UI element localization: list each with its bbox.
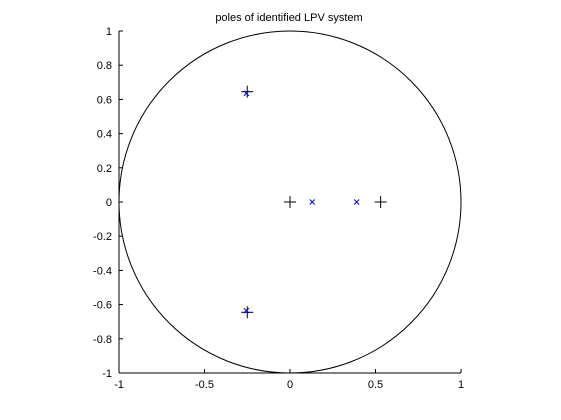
chart-title: poles of identified LPV system (215, 12, 362, 24)
y-tick-label: 0 (106, 197, 112, 209)
plus-marker (241, 85, 254, 98)
y-tick-label: 0.8 (97, 60, 112, 72)
y-tick-label: 0.6 (97, 94, 112, 106)
plus-marker (241, 306, 254, 319)
cross-marker (353, 199, 360, 205)
plus-marker (284, 196, 296, 208)
x-tick-label: 0.5 (368, 379, 383, 391)
y-tick-label: -0.2 (93, 231, 112, 243)
y-tick-label: -0.4 (93, 265, 112, 277)
plus-marker (374, 196, 387, 208)
unit-circle (118, 30, 462, 374)
x-tick-label: -1 (114, 379, 124, 391)
x-tick-label: -0.5 (195, 379, 214, 391)
x-tick-label: 0 (287, 379, 293, 391)
y-tick-label: -0.8 (93, 334, 112, 346)
y-tick-label: -1 (102, 368, 112, 380)
cross-marker (243, 90, 250, 97)
cross-marker (243, 307, 250, 314)
y-tick-label: -0.6 (93, 300, 112, 312)
x-tick-label: 1 (458, 379, 464, 391)
y-tick-label: 1 (106, 26, 112, 38)
axes: 1 0.8 0.6 0.4 0.2 0 -0.2 -0.4 -0.6 -0.8 -1-1 -0.5 0 0… (93, 26, 464, 391)
markers-layer (241, 85, 387, 319)
y-tick-label: 0.4 (97, 129, 112, 141)
unit-circle-layer (118, 30, 462, 374)
cross-marker (309, 199, 316, 205)
y-tick-label: 0.2 (97, 163, 112, 175)
